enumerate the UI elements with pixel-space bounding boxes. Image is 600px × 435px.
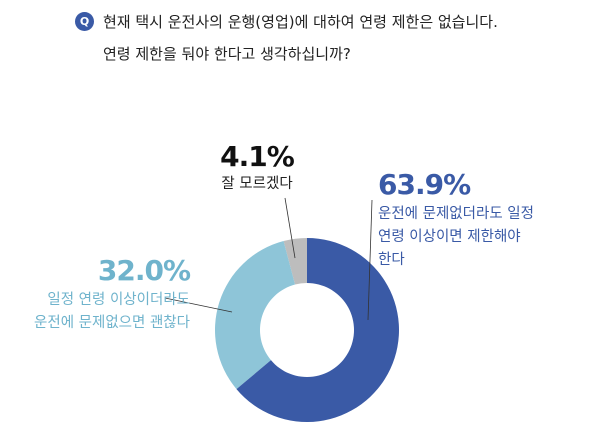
donut-segment bbox=[283, 238, 307, 285]
question-line: 현재 택시 운전사의 운행(영업)에 대하여 연령 제한은 없습니다. bbox=[103, 13, 498, 31]
donut-segment bbox=[215, 241, 296, 390]
category-label: 일정 연령 이상이더라도 운전에 문제없으면 괜찮다 bbox=[34, 292, 190, 331]
value-label: 4.1% bbox=[220, 140, 295, 173]
donut-segment bbox=[236, 238, 399, 422]
leader-line bbox=[367, 199, 373, 321]
question-badge: Q bbox=[75, 12, 94, 31]
category-label: 잘 모르겠다 bbox=[221, 176, 293, 192]
value-label: 32.0% bbox=[97, 254, 191, 287]
category-label: 운전에 문제없더라도 일정 연령 이상이면 제한해야 한다 bbox=[378, 206, 534, 268]
leader-line bbox=[164, 297, 233, 313]
question-line: 연령 제한을 둬야 한다고 생각하십니까? bbox=[103, 45, 351, 63]
leader-line bbox=[284, 197, 296, 259]
value-label: 63.9% bbox=[378, 168, 471, 201]
